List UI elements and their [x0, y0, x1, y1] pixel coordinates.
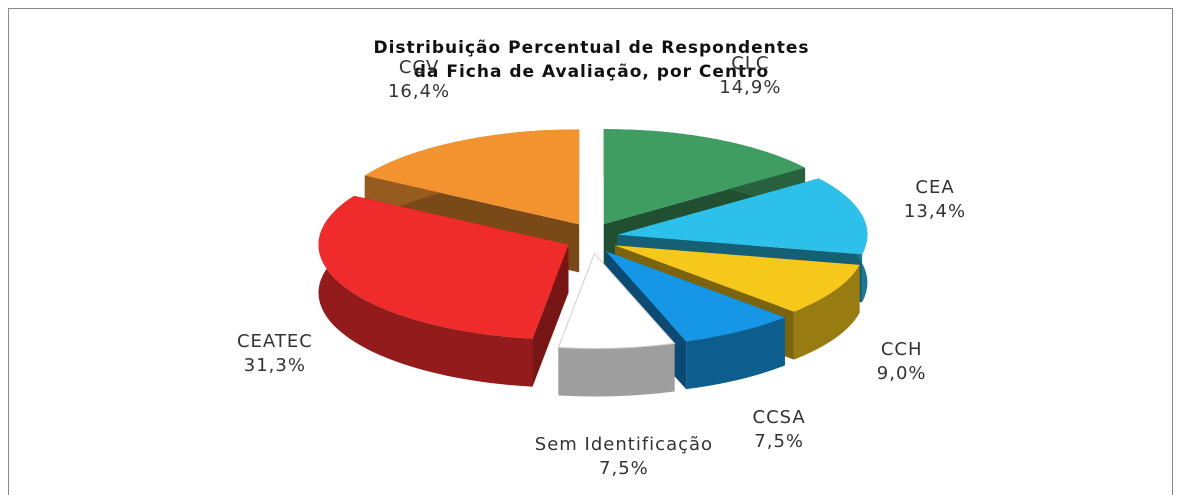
value-label: 7,5% [599, 457, 649, 479]
slice-top [364, 129, 580, 225]
slice-wall [558, 343, 675, 397]
slice-wall [318, 195, 533, 387]
chart-frame [8, 8, 1173, 495]
chart-title: da Ficha de Avaliação, por Centro [413, 62, 770, 82]
slice [318, 195, 569, 387]
category-label: Sem Identificação [534, 433, 714, 455]
slice-top [617, 178, 868, 255]
value-label: 14,9% [719, 77, 782, 99]
slice-top [605, 251, 785, 342]
data-label: CLC 14,9% [660, 52, 840, 100]
slice-wall [793, 264, 860, 360]
slice-top [318, 195, 569, 339]
category-label: CEATEC [236, 330, 313, 352]
value-label: 7,5% [754, 430, 804, 452]
category-label: CEA [915, 176, 955, 198]
data-label: CEA 13,4% [845, 176, 1025, 224]
value-label: 31,3% [243, 354, 306, 376]
data-label: CCH 9,0% [812, 338, 992, 386]
data-label: CCSA 7,5% [689, 406, 869, 454]
slice-top [614, 245, 860, 312]
slice-top [603, 129, 806, 225]
slice-wall [686, 317, 785, 390]
chart-title: Distribuição Percentual de Respondentes [373, 38, 810, 58]
data-label: CCV 16,4% [329, 56, 509, 104]
category-label: CCSA [752, 406, 806, 428]
data-label: Sem Identificação 7,5% [534, 433, 714, 481]
value-label: 13,4% [903, 200, 967, 222]
category-label: CCH [880, 338, 923, 360]
slice-top [557, 252, 676, 350]
value-label: 16,4% [387, 81, 451, 103]
category-label: CCV [398, 57, 440, 79]
data-label: CEATEC 31,3% [185, 330, 365, 378]
category-label: CLC [731, 53, 770, 75]
slice [557, 252, 676, 397]
value-label: 9,0% [876, 362, 927, 384]
